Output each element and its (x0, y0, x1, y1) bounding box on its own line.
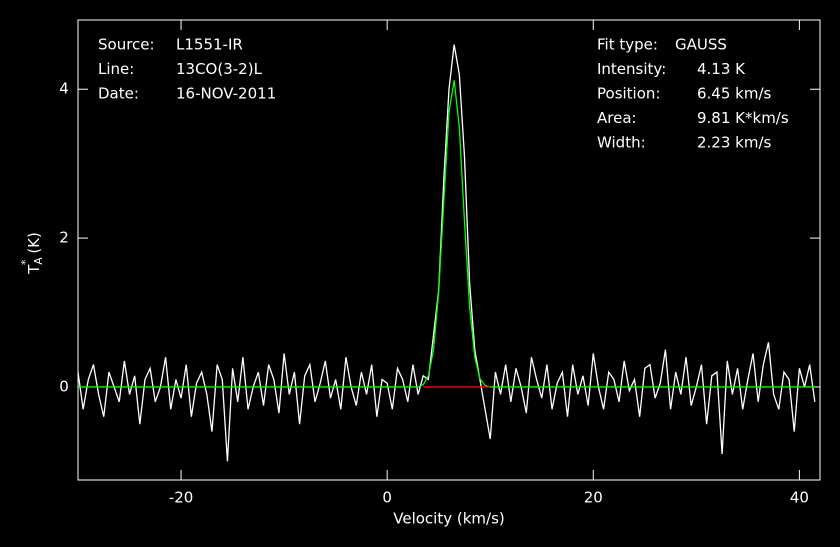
annotation-value: L1551-IR (176, 36, 243, 54)
plot-frame (77, 19, 821, 481)
annotation-label: Source: (98, 36, 155, 54)
annotation-value: 16-NOV-2011 (176, 85, 276, 103)
annotation-label: Width: (597, 134, 646, 152)
annotation-value: 2.23 km/s (697, 134, 772, 152)
annotation-label: Area: (597, 109, 637, 127)
annotation-value: 9.81 K*km/s (697, 109, 789, 127)
x-tick-label: -20 (169, 489, 194, 507)
x-tick-label: 0 (382, 489, 392, 507)
y-tick-label: 4 (59, 80, 69, 98)
annotation-label: Fit type: (597, 36, 658, 54)
y-label-sub: A (32, 257, 45, 265)
annotation-value: 6.45 km/s (697, 85, 772, 103)
annotation-label: Intensity: (597, 60, 666, 78)
annotation-label: Position: (597, 85, 660, 103)
y-axis-label: TA* (K) (19, 232, 45, 275)
series-line (77, 44, 816, 462)
annotation-value: 13CO(3-2)L (176, 60, 263, 78)
y-label-sup: * (19, 259, 32, 265)
y-label-main: T (25, 264, 43, 275)
x-tick-label: 40 (790, 489, 809, 507)
y-tick-label: 2 (59, 229, 69, 247)
x-tick-label: 20 (584, 489, 603, 507)
annotation-value: 4.13 K (697, 60, 746, 78)
annotation-label: Date: (98, 85, 139, 103)
x-axis-label: Velocity (km/s) (393, 510, 504, 528)
y-tick-label: 0 (59, 377, 69, 395)
annotation-label: Line: (98, 60, 134, 78)
series-line (78, 80, 815, 388)
annotation-value: GAUSS (675, 36, 727, 54)
y-label-unit: (K) (25, 232, 43, 254)
